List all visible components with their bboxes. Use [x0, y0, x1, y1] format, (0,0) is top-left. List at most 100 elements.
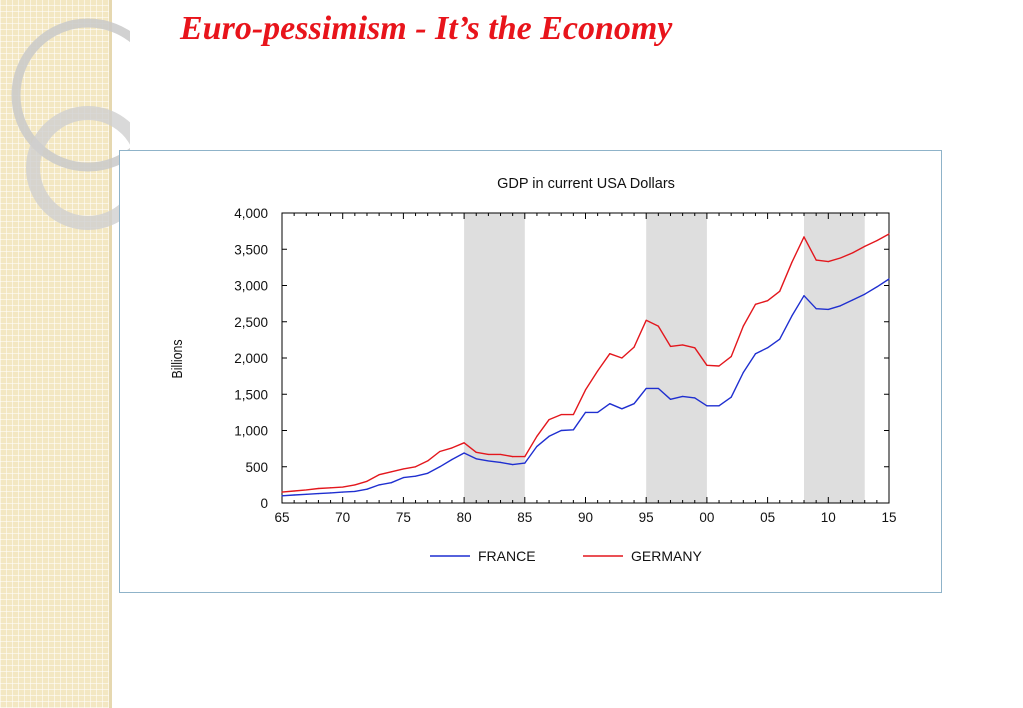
data-point-france	[682, 395, 684, 398]
data-point-germany	[597, 370, 599, 372]
data-point-france	[694, 397, 696, 399]
y-tick-label: 2,000	[234, 351, 268, 366]
recession-band-2	[646, 213, 707, 503]
y-tick-label: 3,500	[234, 242, 268, 257]
recession-band-3	[804, 213, 865, 503]
data-point-germany	[354, 484, 356, 486]
data-point-france	[293, 494, 295, 496]
data-point-germany	[342, 486, 344, 488]
data-point-france	[390, 482, 392, 484]
data-point-germany	[427, 460, 429, 462]
data-point-france	[609, 403, 611, 405]
data-point-france	[378, 484, 380, 486]
data-point-germany	[414, 466, 417, 468]
data-point-france	[439, 466, 441, 468]
decorative-ring-lower	[26, 106, 130, 230]
data-point-france	[803, 295, 805, 297]
data-point-germany	[876, 239, 878, 242]
data-point-france	[281, 495, 283, 497]
data-point-france	[669, 398, 672, 400]
data-point-france	[366, 488, 368, 490]
data-point-france	[329, 492, 332, 494]
y-tick-label: 1,500	[234, 387, 268, 402]
data-point-france	[463, 452, 465, 454]
series-line-germany	[281, 233, 890, 493]
data-point-germany	[487, 453, 489, 456]
y-tick-label: 4,000	[234, 206, 268, 221]
data-point-germany	[584, 389, 587, 391]
data-point-france	[851, 299, 854, 301]
data-point-france	[706, 405, 708, 407]
x-tick-label: 10	[821, 510, 836, 525]
data-point-france	[876, 286, 878, 288]
data-point-germany	[390, 471, 392, 473]
data-point-france	[633, 403, 635, 405]
y-tick-label: 2,500	[234, 315, 268, 330]
data-point-france	[742, 371, 744, 374]
data-point-france	[827, 308, 829, 311]
y-tick-label: 1,000	[234, 424, 268, 439]
data-point-germany	[815, 259, 817, 261]
data-point-germany	[718, 365, 720, 367]
data-point-germany	[657, 325, 659, 327]
data-point-france	[645, 387, 647, 390]
recession-band-1	[464, 213, 525, 503]
data-point-germany	[839, 257, 842, 259]
data-point-germany	[706, 364, 708, 366]
slide-title: Euro-pessimism - It’s the Economy	[180, 10, 673, 47]
x-tick-label: 00	[699, 510, 714, 525]
data-point-germany	[864, 245, 866, 247]
data-point-france	[499, 461, 502, 463]
chart-legend: FRANCE GERMANY	[430, 548, 702, 564]
legend-label-france: FRANCE	[478, 548, 536, 564]
data-point-germany	[572, 413, 574, 416]
data-point-france	[548, 435, 550, 437]
data-point-france	[536, 445, 538, 448]
data-point-france	[512, 463, 514, 466]
data-point-germany	[281, 491, 283, 493]
data-point-germany	[888, 233, 890, 235]
data-point-france	[572, 429, 574, 431]
data-point-germany	[560, 413, 562, 416]
data-point-france	[317, 492, 320, 495]
x-tick-label: 80	[457, 510, 472, 525]
data-point-germany	[694, 347, 696, 349]
data-point-germany	[536, 435, 538, 437]
data-point-france	[888, 278, 890, 280]
legend-label-germany: GERMANY	[631, 548, 702, 564]
data-point-germany	[463, 442, 465, 444]
data-point-france	[839, 305, 842, 307]
data-point-germany	[669, 345, 672, 347]
data-point-germany	[305, 489, 307, 491]
y-axis-label: Billions	[169, 339, 185, 378]
data-point-france	[791, 315, 793, 317]
data-point-france	[342, 491, 344, 493]
data-point-germany	[366, 480, 368, 482]
x-tick-label: 15	[881, 510, 896, 525]
x-tick-label: 05	[760, 510, 775, 525]
data-point-germany	[548, 419, 550, 421]
data-point-france	[754, 353, 757, 355]
gdp-line-chart: GDP in current USA Dollars Billions 0500…	[169, 176, 897, 564]
decorative-rings	[11, 18, 130, 230]
data-point-france	[730, 396, 732, 398]
data-point-germany	[402, 468, 404, 470]
data-point-france	[657, 387, 659, 390]
chart-frame: GDP in current USA Dollars Billions 0 500…	[119, 150, 942, 593]
data-point-france	[718, 405, 720, 407]
data-point-germany	[645, 319, 647, 321]
data-point-france	[427, 472, 429, 474]
x-tick-label: 70	[335, 510, 350, 525]
data-point-france	[451, 458, 453, 461]
data-point-germany	[378, 474, 380, 476]
data-point-france	[815, 308, 817, 310]
data-point-germany	[851, 252, 854, 254]
data-point-france	[584, 411, 587, 413]
data-point-france	[354, 490, 356, 492]
data-point-germany	[475, 451, 477, 453]
series-line-france	[281, 278, 890, 497]
plot-area-border	[281, 212, 890, 504]
data-point-germany	[293, 490, 295, 492]
data-point-germany	[730, 355, 732, 358]
data-point-germany	[451, 447, 453, 449]
